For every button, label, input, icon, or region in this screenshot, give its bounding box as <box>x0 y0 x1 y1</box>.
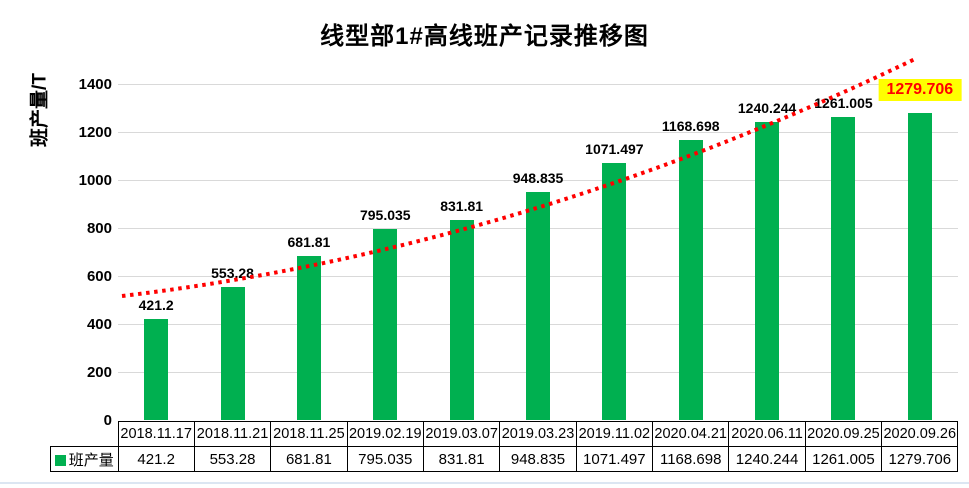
table-date-cell: 2019.03.07 <box>422 421 501 447</box>
bar-value-label: 681.81 <box>287 234 331 251</box>
y-tick-label: 800 <box>86 220 112 237</box>
gridline <box>118 180 958 181</box>
bar-value-label: 1071.497 <box>585 140 644 157</box>
legend-swatch-icon <box>54 454 66 466</box>
gridline <box>118 84 958 85</box>
table-date-cell: 2020.04.21 <box>652 421 730 447</box>
bar <box>144 318 169 420</box>
table-date-cell: 2018.11.21 <box>193 421 272 447</box>
table-date-cell: 2019.11.02 <box>575 421 654 447</box>
y-tick-label: 1400 <box>78 76 112 93</box>
table-corner-empty <box>51 422 119 447</box>
gridline <box>118 132 958 133</box>
bar <box>373 229 398 420</box>
bar-value-label: 421.2 <box>138 296 174 313</box>
y-tick-label: 400 <box>86 316 112 333</box>
y-tick-label: 0 <box>103 412 112 429</box>
y-tick-label: 600 <box>86 268 112 285</box>
bar-value-label: 1261.005 <box>814 95 873 112</box>
bar-value-label: 1168.698 <box>661 117 720 134</box>
bar <box>831 117 856 420</box>
bar <box>220 287 245 420</box>
table-row-values: 班产量 421.2 553.28 681.81 795.035 831.81 948.83… <box>50 446 959 472</box>
legend-label: 班产量 <box>68 451 114 469</box>
y-tick-label: 1000 <box>78 172 112 189</box>
bar-value-label-highlighted: 1279.706 <box>878 78 962 101</box>
bar <box>526 192 550 420</box>
y-tick-label: 200 <box>86 364 112 381</box>
table-value-cell: 795.035 <box>346 446 424 472</box>
bar <box>678 139 703 420</box>
bar <box>755 122 780 420</box>
bar <box>907 112 932 420</box>
table-value-cell: 1071.497 <box>575 446 654 472</box>
table-date-cell: 2020.06.11 <box>728 421 806 447</box>
legend-cell: 班产量 <box>50 446 119 472</box>
table-value-cell: 421.2 <box>117 446 195 472</box>
bar-value-label: 831.81 <box>440 198 484 215</box>
bar-value-label: 795.035 <box>359 207 411 224</box>
table-value-cell: 1279.706 <box>881 446 959 472</box>
table-value-cell: 1261.005 <box>804 446 883 472</box>
table-value-cell: 831.81 <box>422 446 501 472</box>
bar <box>296 256 321 420</box>
bar <box>602 162 627 420</box>
chart-bottom-edge <box>0 482 969 484</box>
table-value-cell: 681.81 <box>270 446 348 472</box>
bar-value-label: 1240.244 <box>737 100 797 117</box>
table-date-cell: 2018.11.17 <box>117 421 195 447</box>
bar <box>449 220 474 420</box>
chart-title: 线型部1#高线班产记录推移图 <box>320 23 649 50</box>
table-date-cell: 2020.09.26 <box>881 421 959 447</box>
y-tick-label: 1200 <box>78 124 112 141</box>
bar-value-label: 948.835 <box>512 170 564 187</box>
table-date-cell: 2020.09.25 <box>804 421 883 447</box>
table-value-cell: 1240.244 <box>728 446 806 472</box>
data-table: 2018.11.17 2018.11.21 2018.11.25 2019.02.19… <box>50 421 959 472</box>
table-row-dates: 2018.11.17 2018.11.21 2018.11.25 2019.02.19… <box>51 421 959 447</box>
table-date-cell: 2019.02.19 <box>346 421 424 447</box>
table-date-cell: 2018.11.25 <box>270 421 348 447</box>
table-date-cell: 2019.03.23 <box>499 421 577 447</box>
table-value-cell: 1168.698 <box>652 446 730 472</box>
table-value-cell: 948.835 <box>499 446 577 472</box>
table-value-cell: 553.28 <box>193 446 272 472</box>
trendline-path <box>121 56 918 298</box>
